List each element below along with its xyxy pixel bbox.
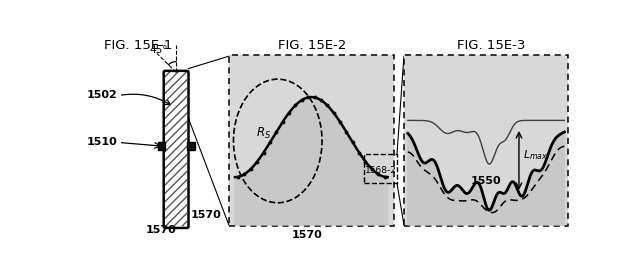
Text: 1570: 1570 [191,210,221,220]
Text: $R_S$: $R_S$ [256,126,271,141]
Polygon shape [235,97,388,225]
Text: 1570: 1570 [292,230,323,240]
Bar [165,72,187,226]
Text: FIG. 15E-1: FIG. 15E-1 [104,39,172,52]
Polygon shape [408,132,564,225]
Text: FIG. 15E-2: FIG. 15E-2 [278,39,347,52]
Bar [157,142,165,150]
Bar [364,154,397,183]
Text: FIG. 15E-3: FIG. 15E-3 [456,39,525,52]
Bar [165,72,187,226]
Text: $L_{max}$: $L_{max}$ [523,148,548,161]
Text: 1510: 1510 [86,137,117,147]
Text: 1568-2: 1568-2 [365,166,397,175]
Text: 1502: 1502 [86,91,117,100]
Bar [404,55,568,226]
Text: 1570: 1570 [146,225,177,235]
Bar [229,55,394,226]
Bar [187,142,195,150]
Text: 1550: 1550 [471,176,501,186]
Text: 45°: 45° [150,46,168,55]
